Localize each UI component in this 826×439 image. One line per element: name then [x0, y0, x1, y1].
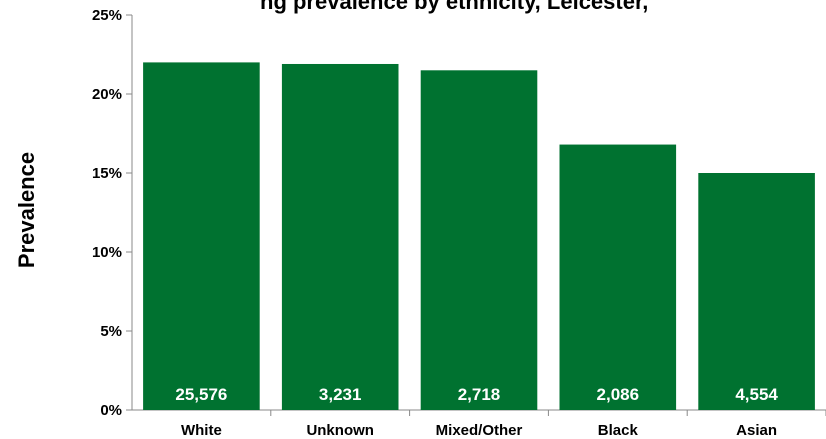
y-tick-label: 25% [92, 7, 122, 24]
y-tick-label: 20% [92, 86, 122, 103]
bar-data-label: 3,231 [319, 385, 362, 404]
bar [559, 144, 677, 410]
bar-data-label: 2,718 [458, 385, 501, 404]
bar [698, 173, 815, 410]
y-tick-label: 15% [92, 165, 122, 182]
bar [420, 70, 538, 411]
bar [281, 63, 399, 410]
axes: 0% 5% 10% 15% 20% 25% [92, 7, 826, 419]
x-tick-label: White [181, 422, 222, 439]
x-tick-label: Mixed/Other [436, 422, 523, 439]
bars [143, 62, 815, 411]
bar-data-label: 4,554 [735, 385, 778, 404]
bar-data-label: 2,086 [597, 385, 640, 404]
x-tick-label: Unknown [306, 422, 374, 439]
labels: 25,576 White 3,231 Unknown 2,718 Mixed/Other 2… [175, 385, 778, 439]
bar [143, 62, 260, 411]
x-tick-label: Asian [736, 422, 777, 439]
bar-data-label: 25,576 [175, 385, 227, 404]
y-tick-label: 10% [92, 244, 122, 261]
chart-title: ng prevalence by ethnicity, Leicester, [260, 0, 649, 14]
y-tick-label: 5% [100, 323, 122, 340]
x-tick-label: Black [598, 422, 639, 439]
y-tick-label: 0% [100, 402, 122, 419]
